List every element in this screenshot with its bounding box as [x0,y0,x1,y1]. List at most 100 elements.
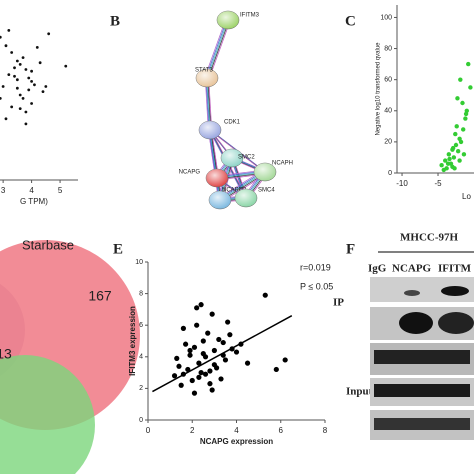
point [207,381,213,387]
band [441,286,469,296]
y-tick-label: 40 [384,108,392,115]
x-tick-label: 0 [146,426,151,435]
point [180,371,186,377]
point [178,382,184,388]
point [7,29,11,32]
node-label: SMC2 [238,155,255,161]
band [399,312,433,334]
venn-count: 13 [0,346,12,362]
x-tick-label: 5 [58,186,63,195]
y-tick-label: 100 [380,14,392,21]
point [463,111,469,117]
node-label: IFITM3 [240,13,260,19]
point [211,362,217,368]
node-shine [196,69,218,87]
point [0,97,2,100]
y-tick-label: 80 [384,45,392,52]
point [180,325,186,331]
point [198,302,204,308]
point [176,363,182,369]
point [455,149,461,154]
point [453,142,459,148]
node-shine [221,149,243,167]
x-axis-label: Lo [462,192,471,201]
lane-label: IgG [368,263,387,275]
point [185,366,191,373]
point [262,292,268,298]
point [460,100,465,106]
point [446,152,452,157]
network: IFITM3 STAT3 CDK1 SMC2 NCAPH NCAPG NCAPD2 SMC4 [179,10,293,210]
panel-label: F [346,241,355,257]
point [451,155,457,160]
node-label: NCAPG [179,170,201,176]
point [441,167,446,173]
band [438,312,474,334]
x-axis-label: G TPM) [20,197,48,206]
group-label: IP [333,297,344,309]
point [13,66,16,70]
node-shine [217,11,239,29]
panel-label: C [345,13,356,29]
point [233,349,240,355]
point [202,371,209,377]
node-label: CDK1 [224,120,241,126]
y-tick-label: 0 [139,417,143,424]
point [15,78,19,82]
point [202,354,209,360]
point [30,102,33,105]
band [374,418,470,430]
y-tick-label: 0 [388,170,392,177]
point [187,352,193,358]
point [191,390,198,396]
y-tick-label: 6 [139,322,143,329]
point [35,46,39,49]
band [374,350,470,364]
point [194,305,200,311]
point [282,357,288,363]
point [453,131,458,137]
point [225,319,231,325]
point [171,373,178,379]
point [183,341,189,347]
point [220,339,226,346]
point [4,44,8,48]
cell-line: MHCC-97H [400,232,458,244]
point [447,156,452,162]
point [10,51,14,54]
point [244,360,251,366]
annotation: P ≤ 0.05 [300,281,333,291]
point [21,56,25,59]
point [64,64,68,68]
point [458,139,464,145]
point [468,85,473,90]
node-shine [199,121,221,139]
point [229,346,235,352]
panel-label: E [113,241,123,257]
point [207,368,213,374]
point [238,341,244,347]
point [454,124,459,129]
point [196,360,202,366]
point [200,338,206,344]
point [4,117,8,121]
point [27,88,31,92]
lane-label: IFITM [438,263,472,275]
point [211,347,217,354]
point [47,32,51,36]
point [21,97,25,100]
point [1,85,5,88]
point [466,61,471,67]
point [15,59,19,63]
x-axis-label: NCAPG expression [200,437,273,446]
point [205,330,211,336]
point [439,163,444,168]
node-shine [235,189,257,207]
x-tick-label: 8 [323,426,328,435]
point [44,85,48,88]
point [189,377,195,384]
venn-circle [0,355,95,474]
point [218,376,224,382]
edge [206,19,229,79]
